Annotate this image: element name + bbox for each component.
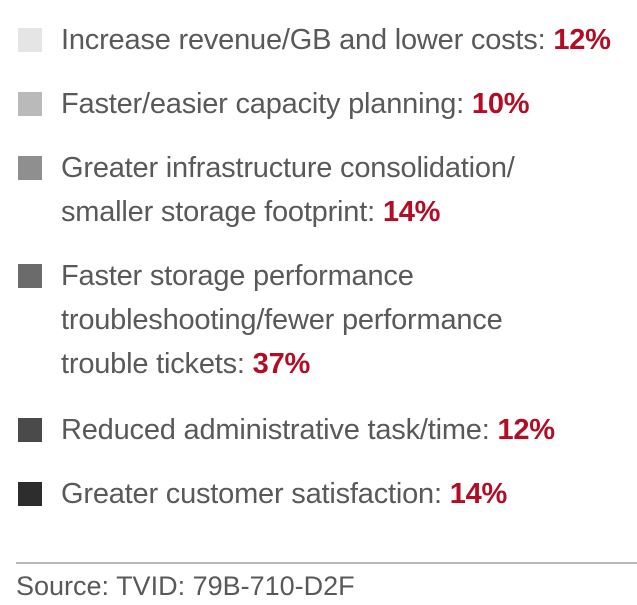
legend-label-text: Faster storage performance troubleshooti… [61,260,503,380]
source-note: Source: TVID: 79B-710-D2F [16,571,355,601]
legend-value: 12% [553,24,611,56]
legend-label: Greater infrastructure consolidation/ sm… [61,146,581,234]
legend-swatch [18,28,42,52]
legend-label-text: Greater infrastructure consolidation/ sm… [61,152,515,228]
legend-value: 12% [497,414,555,446]
legend-label: Faster/easier capacity planning: 10% [61,82,631,126]
legend-label-text: Increase revenue/GB and lower costs: [61,24,546,56]
legend-swatch [18,264,42,288]
legend-swatch [18,482,42,506]
legend-label: Faster storage performance troubleshooti… [61,254,571,386]
legend-label-text: Faster/easier capacity planning: [61,88,465,120]
legend-label: Increase revenue/GB and lower costs: 12% [61,18,631,62]
legend-swatch [18,156,42,180]
legend-label: Reduced administrative task/time: 12% [61,408,631,452]
legend-value: 10% [471,88,530,120]
legend-value: 14% [382,196,441,228]
legend-value: 14% [449,478,508,510]
legend-swatch [18,92,42,116]
legend-swatch [18,418,42,442]
source-divider [16,562,637,564]
legend-value: 37% [252,348,311,380]
legend-label: Greater customer satisfaction: 14% [61,472,631,516]
legend-label-text: Reduced administrative task/time: [61,414,490,446]
legend-label-text: Greater customer satisfaction: [61,478,442,510]
